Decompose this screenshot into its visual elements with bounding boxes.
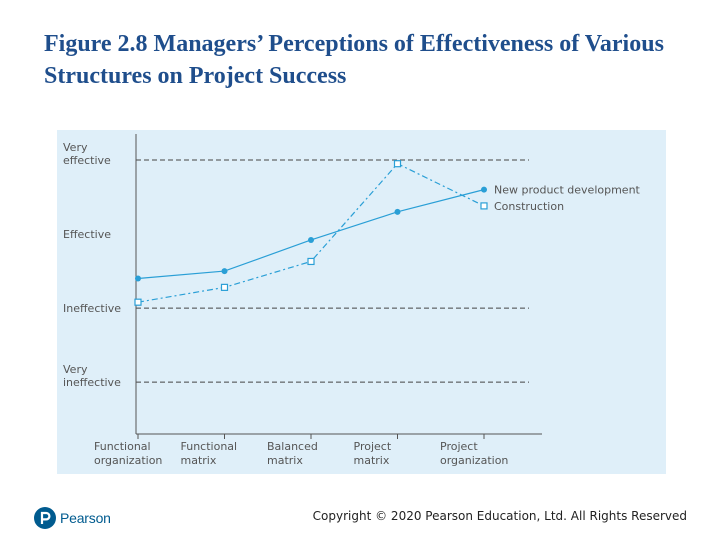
pearson-logo-icon [34, 507, 56, 529]
y-tick-label: Effective [63, 228, 111, 241]
y-tick-label-line: effective [63, 154, 111, 167]
y-tick-label-line: ineffective [63, 376, 121, 389]
y-tick-label: Ineffective [63, 302, 121, 315]
copyright-notice: Copyright © 2020 Pearson Education, Ltd.… [312, 509, 687, 523]
data-point [307, 257, 315, 266]
x-tick-label-line: matrix [267, 454, 303, 467]
y-tick-label-line: Ineffective [63, 302, 121, 315]
series-label: New product development [494, 184, 641, 197]
y-tick-label: Very effective [63, 141, 111, 167]
x-tick-label: Balanced matrix [267, 440, 318, 467]
x-tick-label-line: Balanced [267, 440, 318, 453]
x-tick-label-line: Project [354, 440, 392, 453]
chart-panel: Very ineffective Ineffective Effective Very e… [57, 130, 666, 474]
x-tick-label-line: matrix [354, 454, 390, 467]
data-point [220, 283, 229, 291]
data-point [134, 298, 142, 306]
x-tick-label: Project matrix [354, 440, 392, 467]
x-tick-label-line: organization [440, 454, 508, 467]
data-point [135, 275, 141, 282]
x-tick-label-line: Functional [94, 440, 151, 453]
x-tick-label-line: Project [440, 440, 478, 453]
x-tick-label-line: organization [94, 454, 162, 467]
x-tick-label-line: matrix [181, 454, 217, 467]
data-point [393, 160, 402, 168]
slide-title: Figure 2.8 Managers’ Perceptions of Effe… [44, 31, 664, 89]
data-point [480, 202, 488, 210]
series-label: Construction [494, 200, 564, 213]
y-tick-label-line: Effective [63, 228, 111, 241]
y-tick-label: Very ineffective [63, 363, 121, 389]
data-point [221, 268, 228, 275]
x-tick-label: Functional organization [94, 440, 162, 467]
data-point [308, 236, 314, 243]
data-point [481, 186, 487, 193]
pearson-logo-text: Pearson [60, 510, 111, 526]
y-tick-label-line: Very [63, 363, 88, 376]
pearson-logo: Pearson [34, 505, 111, 531]
y-tick-label-line: Very [63, 141, 88, 154]
series-line-0 [137, 189, 485, 280]
series-line-1 [137, 162, 485, 303]
x-tick-label: Functional matrix [181, 440, 238, 467]
data-point [394, 208, 401, 215]
x-tick-label-line: Functional [181, 440, 238, 453]
x-tick-label: Project organization [440, 440, 508, 467]
